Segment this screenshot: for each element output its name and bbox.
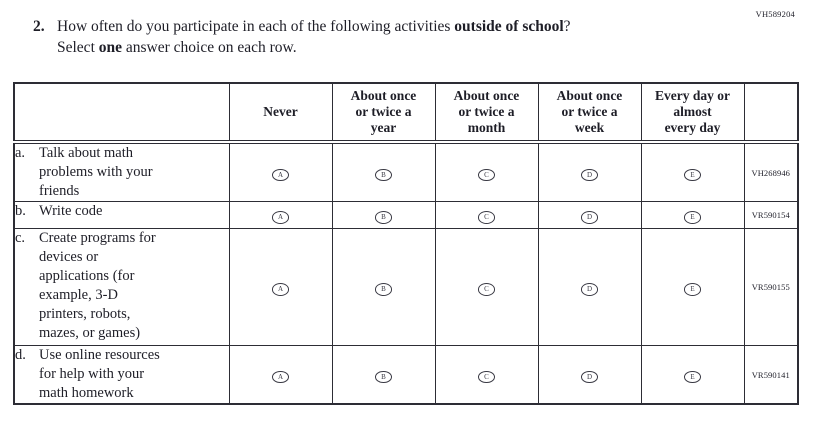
header-row: Never About once or twice a year About o… — [13, 82, 799, 144]
cell-a-everyday: E — [640, 141, 745, 202]
answer-bubble[interactable]: C — [478, 168, 495, 181]
column-header-everyday: Every day or almost every day — [640, 82, 745, 144]
row-label-text: Write code — [39, 203, 103, 219]
answer-bubble[interactable]: D — [581, 283, 598, 296]
row-letter: b. — [15, 203, 26, 219]
cell-d-everyday: E — [640, 345, 745, 405]
row-label-text: Talk about math problems with your frien… — [39, 145, 153, 199]
answer-bubble[interactable]: A — [272, 370, 289, 383]
row-code: VR590141 — [743, 345, 799, 405]
cell-d-month: C — [434, 345, 539, 405]
cell-b-everyday: E — [640, 201, 745, 229]
row-label: a. Talk about math problems with your fr… — [13, 141, 230, 202]
answer-bubble[interactable]: B — [375, 211, 392, 224]
answer-bubble[interactable]: B — [375, 168, 392, 181]
cell-c-week: D — [537, 228, 642, 346]
row-label: d. Use online resources for help with yo… — [13, 345, 230, 405]
cell-b-never: A — [228, 201, 333, 229]
answer-bubble[interactable]: C — [478, 211, 495, 224]
cell-c-year: B — [331, 228, 436, 346]
column-header-week: About once or twice a week — [537, 82, 642, 144]
header-cell-blank — [13, 82, 230, 144]
cell-a-week: D — [537, 141, 642, 202]
row-label-text: Use online resources for help with your … — [39, 347, 160, 401]
question-instruction-segment: Select — [57, 39, 99, 56]
table-row-a: a. Talk about math problems with your fr… — [13, 141, 799, 202]
question-text-bold: outside of school — [454, 18, 564, 35]
answer-bubble[interactable]: C — [478, 370, 495, 383]
cell-b-week: D — [537, 201, 642, 229]
answer-bubble[interactable]: C — [478, 283, 495, 296]
question-text-segment: How often do you participate in each of … — [57, 18, 455, 35]
question-block: 2. How often do you participate in each … — [33, 16, 733, 58]
cell-c-never: A — [228, 228, 333, 346]
question-number: 2. — [33, 18, 45, 35]
table-row-c: c. Create programs for devices or applic… — [13, 228, 799, 346]
answer-bubble[interactable]: E — [684, 211, 701, 224]
cell-d-year: B — [331, 345, 436, 405]
cell-b-month: C — [434, 201, 539, 229]
answer-bubble[interactable]: E — [684, 283, 701, 296]
answer-bubble[interactable]: A — [272, 283, 289, 296]
question-text-segment: ? — [563, 18, 571, 35]
cell-d-week: D — [537, 345, 642, 405]
cell-b-year: B — [331, 201, 436, 229]
answer-bubble[interactable]: D — [581, 211, 598, 224]
response-grid-table: Never About once or twice a year About o… — [13, 82, 799, 405]
answer-bubble[interactable]: E — [684, 168, 701, 181]
cell-a-month: C — [434, 141, 539, 202]
cell-a-never: A — [228, 141, 333, 202]
answer-bubble[interactable]: E — [684, 370, 701, 383]
answer-bubble[interactable]: D — [581, 370, 598, 383]
question-text: How often do you participate in each of … — [57, 16, 571, 58]
row-letter: d. — [15, 347, 26, 363]
row-label-text: Create programs for devices or applicati… — [39, 230, 156, 341]
cell-d-never: A — [228, 345, 333, 405]
row-letter: a. — [15, 145, 26, 161]
answer-bubble[interactable]: A — [272, 168, 289, 181]
question-instruction-bold: one — [98, 39, 122, 56]
column-header-never: Never — [228, 82, 333, 144]
answer-bubble[interactable]: D — [581, 168, 598, 181]
answer-bubble[interactable]: B — [375, 370, 392, 383]
table-row-b: b. Write code A B C D E VR590154 — [13, 201, 799, 229]
question-instruction-segment: answer choice on each row. — [122, 39, 297, 56]
page-accession-code: VH589204 — [755, 9, 795, 19]
answer-bubble[interactable]: B — [375, 283, 392, 296]
row-letter: c. — [15, 230, 26, 246]
cell-c-month: C — [434, 228, 539, 346]
cell-a-year: B — [331, 141, 436, 202]
row-code: VH268946 — [743, 141, 799, 202]
header-cell-code-blank — [743, 82, 799, 144]
column-header-month: About once or twice a month — [434, 82, 539, 144]
row-label: c. Create programs for devices or applic… — [13, 228, 230, 346]
cell-c-everyday: E — [640, 228, 745, 346]
row-code: VR590155 — [743, 228, 799, 346]
column-header-year: About once or twice a year — [331, 82, 436, 144]
row-label: b. Write code — [13, 201, 230, 229]
row-code: VR590154 — [743, 201, 799, 229]
answer-bubble[interactable]: A — [272, 211, 289, 224]
table-row-d: d. Use online resources for help with yo… — [13, 345, 799, 405]
